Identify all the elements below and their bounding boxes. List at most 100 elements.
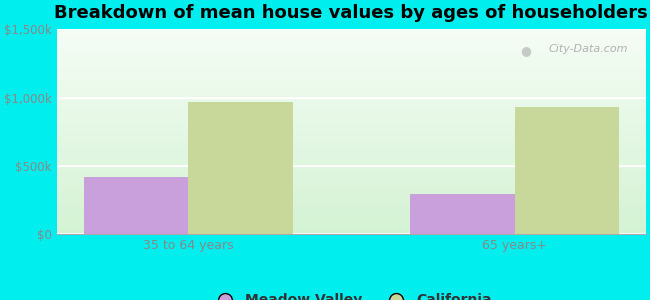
Bar bbox=[57, 150, 646, 152]
Bar bbox=[57, 226, 646, 228]
Bar bbox=[57, 82, 646, 85]
Bar bbox=[57, 199, 646, 201]
Bar bbox=[57, 142, 646, 144]
Bar bbox=[57, 115, 646, 117]
Bar bbox=[57, 148, 646, 150]
Bar bbox=[57, 164, 646, 166]
Bar bbox=[57, 128, 646, 130]
Bar bbox=[57, 191, 646, 193]
Bar bbox=[57, 111, 646, 113]
Bar bbox=[57, 125, 646, 128]
Bar bbox=[57, 222, 646, 224]
Bar bbox=[57, 44, 646, 46]
Bar bbox=[57, 160, 646, 162]
Bar bbox=[57, 181, 646, 183]
Bar bbox=[57, 68, 646, 70]
Bar bbox=[57, 228, 646, 230]
Bar bbox=[57, 124, 646, 125]
Bar bbox=[57, 60, 646, 62]
Bar bbox=[57, 144, 646, 146]
Bar bbox=[57, 29, 646, 31]
Bar bbox=[57, 156, 646, 158]
Bar bbox=[57, 95, 646, 97]
Bar bbox=[57, 117, 646, 119]
Bar bbox=[57, 130, 646, 132]
Bar bbox=[57, 76, 646, 78]
Bar bbox=[57, 132, 646, 134]
Bar bbox=[57, 189, 646, 191]
Bar bbox=[57, 48, 646, 50]
Bar bbox=[57, 138, 646, 140]
Bar bbox=[57, 99, 646, 101]
Title: Breakdown of mean house values by ages of householders: Breakdown of mean house values by ages o… bbox=[55, 4, 648, 22]
Bar bbox=[57, 187, 646, 189]
Bar bbox=[57, 216, 646, 218]
Bar bbox=[57, 35, 646, 38]
Bar bbox=[57, 72, 646, 74]
Bar bbox=[57, 230, 646, 232]
Bar bbox=[57, 170, 646, 172]
Bar bbox=[57, 52, 646, 54]
Bar bbox=[57, 140, 646, 142]
Bar bbox=[57, 134, 646, 136]
Bar bbox=[57, 78, 646, 80]
Bar bbox=[57, 136, 646, 138]
Bar bbox=[57, 87, 646, 88]
Bar bbox=[57, 177, 646, 179]
Bar bbox=[57, 31, 646, 33]
Bar bbox=[57, 154, 646, 156]
Bar bbox=[57, 54, 646, 56]
Bar bbox=[57, 212, 646, 214]
Bar bbox=[57, 172, 646, 175]
Bar bbox=[57, 97, 646, 99]
Bar bbox=[57, 70, 646, 72]
Bar bbox=[188, 102, 292, 234]
Bar bbox=[57, 218, 646, 220]
Bar bbox=[57, 62, 646, 64]
Bar bbox=[57, 93, 646, 95]
Bar bbox=[57, 169, 646, 170]
Bar bbox=[57, 158, 646, 160]
Bar bbox=[57, 113, 646, 115]
Bar bbox=[57, 105, 646, 107]
Bar bbox=[57, 33, 646, 35]
Bar bbox=[410, 194, 515, 234]
Bar bbox=[57, 167, 646, 169]
Bar bbox=[57, 152, 646, 154]
Bar bbox=[57, 207, 646, 209]
Bar bbox=[57, 50, 646, 52]
Bar bbox=[57, 56, 646, 58]
Bar bbox=[57, 58, 646, 60]
Bar bbox=[57, 66, 646, 68]
Bar bbox=[57, 85, 646, 87]
Bar bbox=[57, 162, 646, 164]
Text: City-Data.com: City-Data.com bbox=[549, 44, 628, 54]
Bar bbox=[57, 232, 646, 234]
Bar bbox=[57, 101, 646, 103]
Bar bbox=[57, 122, 646, 124]
Bar bbox=[84, 177, 188, 234]
Bar bbox=[57, 46, 646, 48]
Bar bbox=[57, 195, 646, 197]
Bar bbox=[57, 119, 646, 122]
Bar bbox=[57, 205, 646, 207]
Bar bbox=[57, 203, 646, 205]
Bar bbox=[57, 88, 646, 91]
Bar bbox=[57, 197, 646, 199]
Bar bbox=[57, 38, 646, 40]
Bar bbox=[57, 64, 646, 66]
Bar bbox=[57, 179, 646, 181]
Bar bbox=[57, 193, 646, 195]
Bar bbox=[57, 220, 646, 222]
Legend: Meadow Valley, California: Meadow Valley, California bbox=[205, 288, 497, 300]
Bar bbox=[57, 146, 646, 148]
Bar bbox=[57, 214, 646, 216]
Bar bbox=[57, 175, 646, 177]
Bar bbox=[57, 224, 646, 226]
Bar bbox=[57, 40, 646, 42]
Bar bbox=[57, 109, 646, 111]
Bar bbox=[57, 42, 646, 43]
Bar bbox=[57, 185, 646, 187]
Bar bbox=[57, 74, 646, 77]
Text: ●: ● bbox=[520, 44, 531, 57]
